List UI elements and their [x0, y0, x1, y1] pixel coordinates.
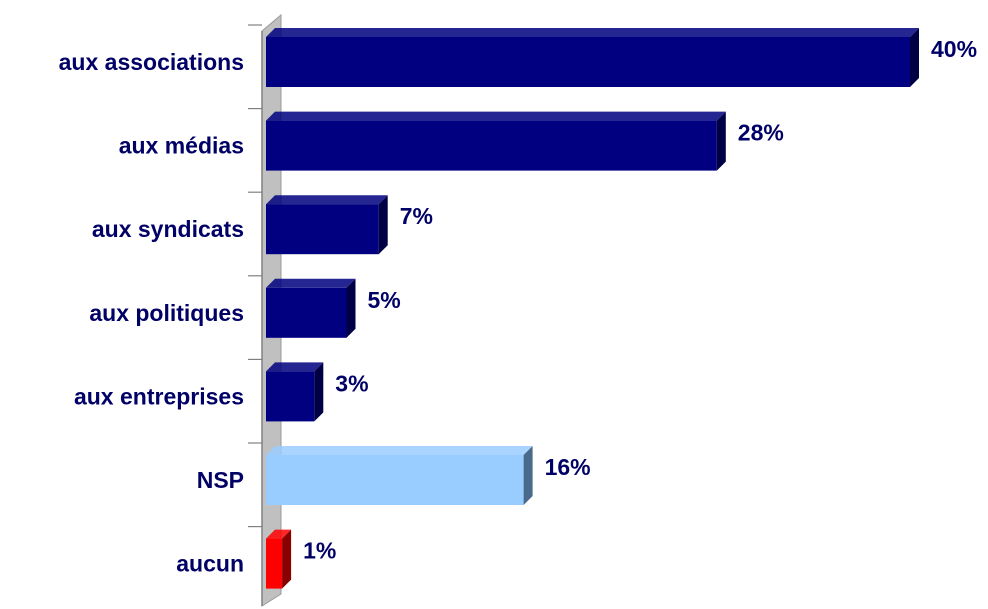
- bar-top-face: [266, 111, 726, 121]
- bar-front-face: [266, 204, 379, 255]
- value-label: 5%: [368, 287, 401, 313]
- bar-top-face: [266, 529, 292, 539]
- bar-side-face: [282, 529, 292, 589]
- bar-4: [266, 362, 324, 422]
- bar-6: [266, 529, 292, 589]
- bar-5: [266, 446, 533, 505]
- bar-top-face: [266, 195, 388, 205]
- bar-3: [266, 278, 356, 338]
- bar-0: [266, 28, 919, 87]
- bar-top-face: [266, 28, 919, 37]
- bar-2: [266, 195, 388, 255]
- bar-front-face: [266, 120, 717, 171]
- category-label: aux politiques: [89, 300, 244, 326]
- bar-side-face: [716, 111, 726, 171]
- bar-side-face: [910, 28, 919, 87]
- labels-group: aux associations 40% aux médias 28% aux synd…: [59, 36, 977, 577]
- bar-side-face: [346, 278, 356, 338]
- bar-side-face: [523, 446, 533, 505]
- bar-1: [266, 111, 726, 171]
- value-label: 3%: [335, 370, 368, 396]
- bar-top-face: [266, 446, 533, 455]
- bar-front-face: [266, 37, 910, 87]
- bars-group: [266, 28, 919, 589]
- bar-top-face: [266, 362, 324, 372]
- bar-front-face: [266, 287, 347, 338]
- category-label: aux syndicats: [92, 216, 244, 242]
- bar-front-face: [266, 371, 315, 422]
- bar-front-face: [266, 538, 283, 589]
- value-label: 1%: [303, 538, 336, 564]
- value-label: 40%: [931, 36, 977, 62]
- category-label: aucun: [176, 551, 244, 577]
- category-label: NSP: [197, 467, 244, 493]
- category-label: aux médias: [119, 133, 244, 159]
- bar-side-face: [314, 362, 324, 422]
- value-label: 28%: [738, 120, 784, 146]
- bar-top-face: [266, 278, 356, 288]
- value-label: 16%: [545, 454, 591, 480]
- category-label: aux entreprises: [74, 383, 244, 409]
- value-label: 7%: [400, 203, 433, 229]
- category-label: aux associations: [59, 49, 244, 75]
- bar-side-face: [378, 195, 388, 255]
- bar-front-face: [266, 455, 524, 505]
